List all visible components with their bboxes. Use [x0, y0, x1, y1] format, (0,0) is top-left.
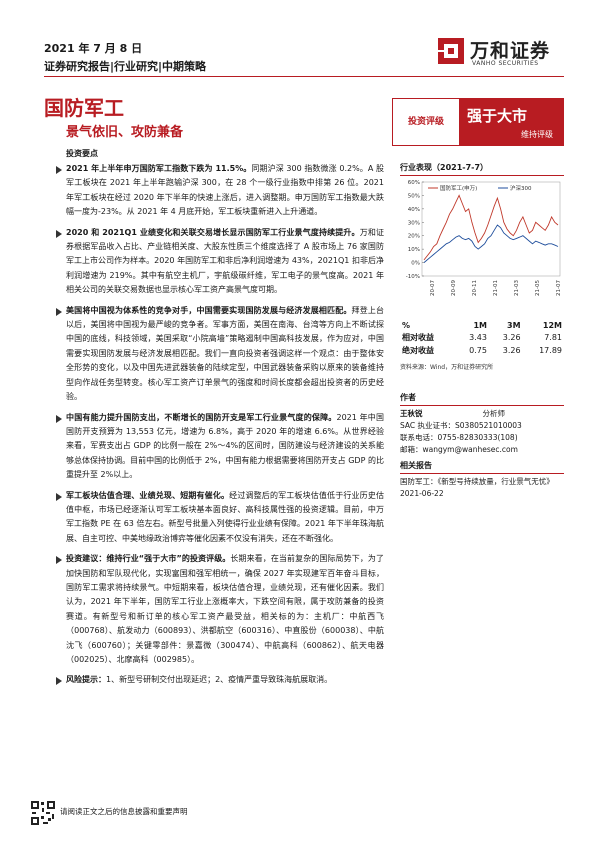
perf-cell: 7.81	[544, 333, 562, 342]
bullet-icon	[56, 166, 62, 174]
author-heading: 作者	[400, 392, 564, 406]
perf-header-3m: 3M	[507, 321, 521, 330]
paragraph-body: 万和证券根据军品收入占比、产业链相关度、大股东性质三个维度选择了 A 股市场上 …	[66, 227, 384, 295]
paragraph-lead: 2021 年上半年申万国防军工指数下跌为 11.5%。	[66, 164, 252, 173]
y-tick-label: -10%	[406, 274, 420, 280]
paragraph: 中国有能力提升国防支出，不断增长的国防开支是军工行业景气度的保障。2021 年中…	[44, 411, 384, 483]
x-tick-label: 20-11	[472, 280, 478, 296]
perf-table: % 1M 3M 12M 相对收益 3.43 3.26 7.81 绝对收益 0.7…	[400, 320, 564, 357]
author-name: 王秋锐	[400, 409, 423, 418]
series-line	[423, 224, 559, 263]
paragraph-lead: 中国有能力提升国防支出，不断增长的国防开支是军工行业景气度的保障。	[66, 412, 337, 422]
bullet-icon	[56, 229, 62, 238]
page-title: 国防军工	[44, 96, 124, 120]
bullet-icon	[56, 677, 62, 686]
paragraph: 2020 和 2021Q1 业绩变化和关联交易增长显示国防军工行业景气度持续提升…	[44, 226, 384, 298]
paragraph: 风险提示：1、新型号研制交付出现延迟；2、疫情严重导致珠海航展取消。	[44, 673, 384, 687]
perf-header-12m: 12M	[542, 321, 562, 330]
y-tick-label: 60%	[408, 180, 420, 186]
y-tick-label: 40%	[408, 207, 420, 213]
bullet-icon	[56, 307, 62, 316]
x-tick-label: 21-05	[535, 280, 541, 296]
disclaimer-note: 请阅读正文之后的信息披露和重要声明	[60, 807, 188, 816]
perf-source: 资料来源：Wind，万和证券研究所	[400, 364, 494, 371]
author-sac: SAC 执业证书：S0380521010003	[400, 421, 522, 430]
paragraph: 2021 年上半年申万国防军工指数下跌为 11.5%。同期沪深 300 指数微涨…	[44, 162, 384, 220]
main-content: 2021 年上半年申万国防军工指数下跌为 11.5%。同期沪深 300 指数微涨…	[44, 162, 384, 694]
author-email: 邮箱：wangym@wanhesec.com	[400, 445, 518, 454]
logo-text-cn: 万和证券	[470, 40, 551, 62]
paragraph-body: 同期沪深 300 指数微涨 0.2%。A 股军工板块在 2021 年上半年跑输沪…	[66, 164, 384, 217]
paragraph-lead: 军工板块估值合理、业绩兑现、短期有催化。	[66, 490, 230, 500]
x-tick-label: 21-01	[493, 280, 499, 296]
perf-header-unit: %	[402, 321, 411, 330]
bullet-icon	[56, 556, 62, 565]
x-tick-label: 20-09	[451, 280, 457, 296]
rating-label: 投资评级	[393, 99, 459, 145]
perf-cell: 17.89	[539, 346, 562, 355]
bullet-icon	[56, 492, 62, 501]
qr-code-icon	[30, 800, 56, 826]
legend-label: 国防军工(申万)	[440, 184, 477, 192]
perf-cell: 3.43	[469, 333, 487, 342]
perf-cell: 3.26	[502, 346, 521, 355]
related-report-link[interactable]: 国防军工：《新型号持续放量，行业景气无忧》2021-06-22	[400, 477, 554, 498]
rating-box: 投资评级 强于大市 维持评级	[392, 98, 564, 146]
perf-row-label: 绝对收益	[402, 346, 434, 355]
rating-value: 强于大市	[467, 107, 528, 125]
paragraph: 投资建议：维持行业“强于大市”的投资评级。长期来看，在当前复杂的国际局势下，为了…	[44, 552, 384, 667]
y-tick-label: 0%	[411, 261, 420, 267]
y-tick-label: 50%	[408, 193, 420, 199]
x-tick-label: 21-03	[514, 280, 520, 296]
paragraph: 军工板块估值合理、业绩兑现、短期有催化。经过调整后的军工板块估值低于行业历史估值…	[44, 489, 384, 547]
paragraph: 美国将中国视为体系性的竞争对手，中国需要实现国防发展与经济发展相匹配。拜登上台以…	[44, 304, 384, 405]
y-tick-label: 10%	[408, 247, 420, 253]
perf-cell: 3.26	[502, 333, 521, 342]
paragraph-body: 拜登上台以后，美国将中国视为最严峻的竞争者。军事方面，美国在南海、台湾等方向上不…	[66, 305, 385, 402]
paragraph-lead: 美国将中国视为体系性的竞争对手，中国需要实现国防发展与经济发展相匹配。	[66, 305, 352, 315]
chart-frame	[421, 181, 561, 277]
page-subtitle: 景气依旧、攻防兼备	[66, 125, 184, 140]
perf-cell: 0.75	[469, 346, 487, 355]
paragraph-lead: 2020 和 2021Q1 业绩变化和关联交易增长显示国防军工行业景气度持续提升…	[66, 227, 360, 237]
industry-perf-chart: 60% 50% 40% 30% 20% 10% 0% -10% 20-07 20-09 20-11 2…	[406, 180, 562, 296]
industry-perf-heading: 行业表现（2021-7-7）	[400, 162, 564, 176]
y-tick-label: 20%	[408, 234, 420, 240]
series-line	[423, 194, 559, 261]
logo-mark-icon	[438, 38, 464, 64]
paragraph-lead: 投资建议：维持行业“强于大市”的投资评级。	[66, 554, 231, 564]
rating-sub: 维持评级	[521, 130, 553, 139]
x-tick-label: 21-07	[556, 280, 562, 296]
author-phone: 联系电话：0755-82830333(108)	[400, 433, 518, 442]
author-block: 王秋锐 分析师 SAC 执业证书：S0380521010003 联系电话：0755…	[400, 408, 564, 456]
bullet-icon	[56, 414, 62, 423]
paragraph-body: 2021 年中国国防开支预算为 13,553 亿元，增速为 6.8%，高于 20…	[66, 412, 384, 480]
logo-text-en: VANHO SECURITIES	[472, 60, 539, 67]
table-row: 绝对收益 0.75 3.26 17.89	[400, 344, 564, 357]
paragraph-body: 经过调整后的军工板块估值低于行业历史估值中枢，市场已经逐渐认可军工板块基本面良好…	[66, 490, 384, 543]
header-divider	[44, 76, 564, 77]
report-date: 2021 年 7 月 8 日	[44, 42, 143, 55]
key-points-label: 投资要点	[66, 149, 98, 158]
perf-row-label: 相对收益	[402, 333, 434, 342]
author-role: 分析师	[482, 409, 506, 418]
related-heading: 相关报告	[400, 460, 564, 474]
perf-header-1m: 1M	[473, 321, 487, 330]
report-type: 证券研究报告|行业研究|中期策略	[44, 60, 207, 73]
paragraph-lead: 风险提示：	[66, 675, 106, 685]
legend-label: 沪深300	[510, 184, 532, 192]
paragraph-body: 1、新型号研制交付出现延迟；2、疫情严重导致珠海航展取消。	[106, 675, 333, 685]
table-row: 相对收益 3.43 3.26 7.81	[400, 331, 564, 344]
y-tick-label: 30%	[408, 220, 420, 226]
paragraph-body: 长期来看，在当前复杂的国际局势下，为了加快国防和军队现代化，实现富国和强军相统一…	[66, 554, 384, 664]
x-tick-label: 20-07	[430, 280, 436, 296]
company-logo: 万和证券 VANHO SECURITIES	[436, 36, 566, 72]
